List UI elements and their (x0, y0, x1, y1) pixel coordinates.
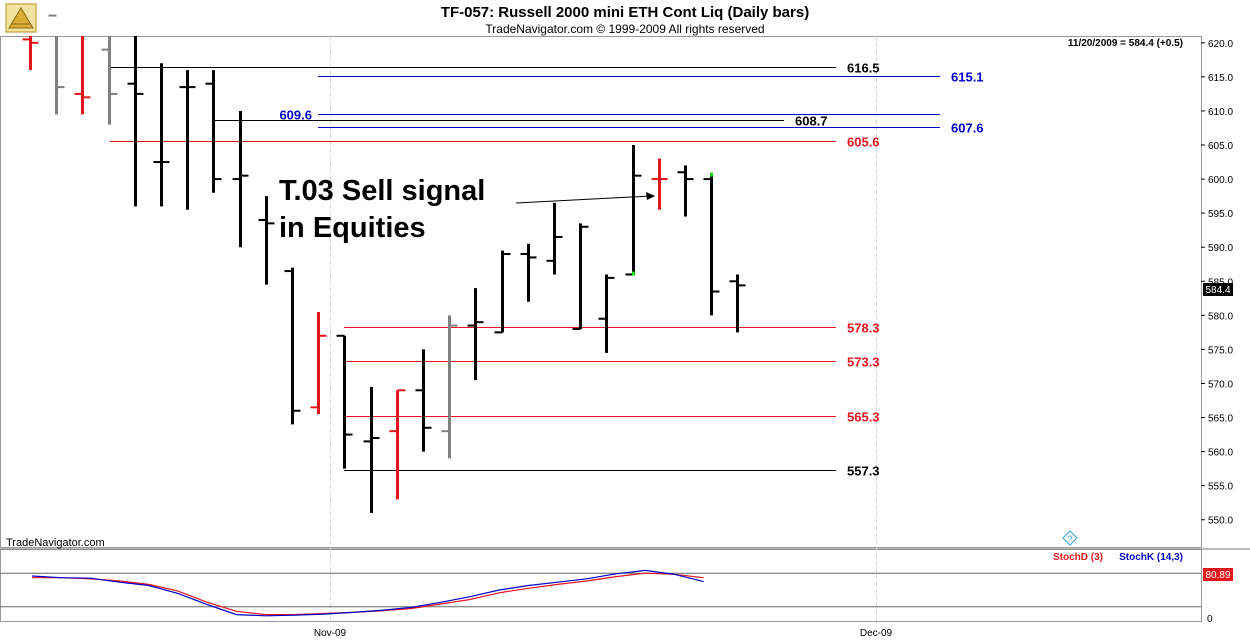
ohlc-bar (389, 389, 406, 500)
stoch-value-tag-text: 80.89 (1205, 570, 1230, 581)
ohlc-bar (336, 334, 353, 469)
level-label-607.6: 607.6 (951, 121, 984, 136)
price-panel-frame (0, 36, 1202, 548)
stoch-value-tag (1203, 568, 1233, 581)
level-label-565.3: 565.3 (847, 410, 880, 425)
ohlc-bar (677, 165, 694, 217)
y-tick-label: 565.0 (1208, 414, 1233, 425)
y-tick-label: 615.0 (1208, 73, 1233, 84)
y-tick-label: 600.0 (1208, 175, 1233, 186)
ohlc-bar (101, 36, 118, 125)
indicator-panel-frame (0, 549, 1202, 622)
ohlc-bar (572, 223, 589, 330)
level-label-608.7: 608.7 (795, 114, 828, 129)
y-tick-label: 590.0 (1208, 243, 1233, 254)
last-price-tag (1203, 283, 1233, 296)
ohlc-bar (703, 175, 720, 316)
level-label-615.1: 615.1 (951, 70, 984, 85)
logo-icon (5, 3, 37, 33)
ohlc-bar (494, 250, 511, 334)
level-label-605.6: 605.6 (847, 135, 880, 150)
y-tick-label: 560.0 (1208, 448, 1233, 459)
ohlc-bar (598, 274, 615, 353)
ohlc-bar (467, 288, 484, 381)
copyright-text: TradeNavigator.com © 1999-2009 All right… (485, 22, 764, 36)
grid-layer: 620.0 615.0 610.0 605.0 600.0 595.0 590.0 585.0… (314, 36, 1233, 639)
ohlc-bar (651, 158, 668, 210)
x-tick-label: Dec-09 (860, 628, 893, 639)
ohlc-bar (179, 70, 196, 210)
level-label-573.3: 573.3 (847, 355, 880, 370)
ohlc-bar (74, 36, 91, 115)
ohlc-bar (546, 202, 563, 275)
y-tick-label: 585.0 (1208, 277, 1233, 288)
stoch-tick-0: 0 (1207, 614, 1213, 625)
level-lines: 616.5 615.1 609.6 608.7 607.6 605.6 578.3 573.3… (110, 61, 984, 479)
ohlc-bar (232, 110, 249, 248)
stochd-label: StochD (3) (1053, 552, 1103, 563)
x-tick-label: Nov-09 (314, 628, 347, 639)
ohlc-bar (258, 196, 275, 285)
y-tick-label: 620.0 (1208, 39, 1233, 50)
last-price-tag-text: 584.4 (1205, 285, 1230, 296)
level-label-616.5: 616.5 (847, 61, 880, 76)
level-label-557.3: 557.3 (847, 464, 880, 479)
watermark-text: TradeNavigator.com (6, 537, 105, 549)
annotation-line2: in Equities (279, 212, 426, 244)
ohlc-bar (363, 386, 380, 513)
y-tick-label: 550.0 (1208, 516, 1233, 527)
ohlc-bar (729, 274, 746, 333)
ohlc-bar (205, 70, 222, 193)
y-tick-label: 555.0 (1208, 482, 1233, 493)
ohlc-bar (520, 243, 537, 302)
stochd-line (32, 572, 704, 616)
ohlc-bar (310, 311, 327, 415)
svg-text:?: ? (1067, 534, 1072, 544)
stochk-line (31, 569, 704, 617)
y-tick-label: 605.0 (1208, 141, 1233, 152)
ohlc-bar (441, 315, 458, 459)
annotation-arrow (515, 195, 652, 204)
level-label-578.3: 578.3 (847, 321, 880, 336)
chart-title: TF-057: Russell 2000 mini ETH Cont Liq (… (441, 4, 809, 21)
y-tick-label: 580.0 (1208, 311, 1233, 322)
annotation-arrowhead (646, 192, 655, 200)
ohlc-bar (127, 36, 144, 207)
level-label-609.6: 609.6 (279, 108, 312, 123)
y-tick-label: 570.0 (1208, 379, 1233, 390)
ohlc-bar (284, 267, 301, 425)
y-tick-label: 575.0 (1208, 345, 1233, 356)
stochastic-panel (0, 569, 1201, 617)
last-quote-text: 11/20/2009 = 584.4 (+0.5) (1068, 38, 1183, 49)
ohlc-bar (153, 63, 170, 207)
y-tick-label: 595.0 (1208, 209, 1233, 220)
annotation-line1: T.03 Sell signal (279, 175, 485, 207)
help-icon[interactable]: ? (1062, 530, 1078, 546)
y-tick-label: 610.0 (1208, 107, 1233, 118)
ohlc-bar (415, 349, 432, 452)
stochk-label: StochK (14,3) (1119, 552, 1183, 563)
ohlc-bar (625, 145, 642, 276)
ohlc-bar (22, 36, 39, 71)
ohlc-bars (22, 14, 746, 513)
ohlc-bar (48, 14, 65, 115)
